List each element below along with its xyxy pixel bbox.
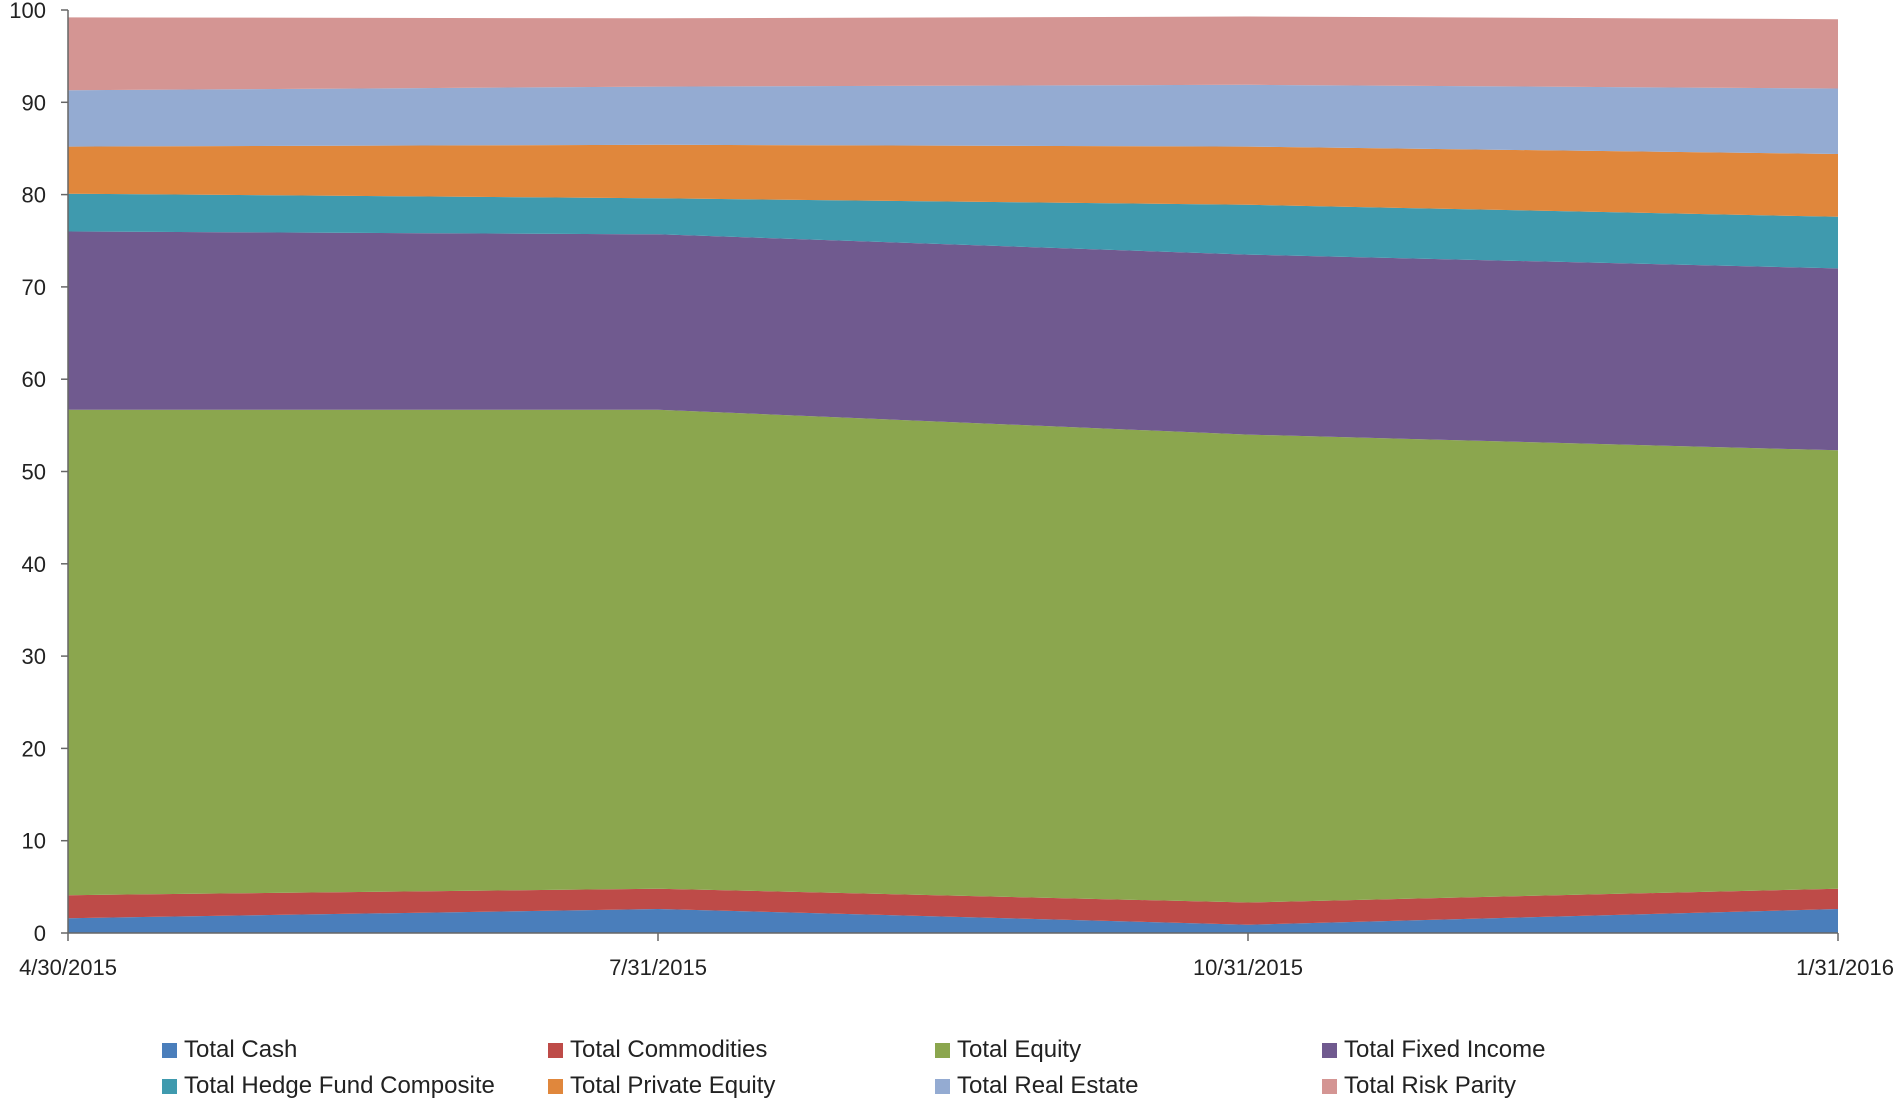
y-tick-label: 60	[22, 367, 46, 392]
legend-swatch	[935, 1043, 950, 1058]
legend-item-total-risk-parity: Total Risk Parity	[1322, 1072, 1516, 1099]
y-tick-label: 30	[22, 644, 46, 669]
y-axis-ticks: 0 10 20 30 40 50 60 70 80 90 100	[9, 0, 68, 946]
legend-item-total-fixed-income: Total Fixed Income	[1322, 1036, 1545, 1063]
area-total-commodities	[68, 888, 1838, 925]
y-tick-label: 80	[22, 183, 46, 208]
legend-label: Total Private Equity	[570, 1072, 775, 1099]
x-tick-label: 10/31/2015	[1193, 955, 1303, 980]
legend-item-total-commodities: Total Commodities	[548, 1036, 767, 1063]
y-tick-label: 70	[22, 275, 46, 300]
y-tick-label: 0	[34, 921, 46, 946]
legend-swatch	[1322, 1079, 1337, 1094]
area-total-equity	[68, 409, 1838, 903]
area-total-risk-parity	[68, 16, 1838, 91]
area-total-cash	[68, 909, 1838, 933]
area-total-fixed-income	[68, 231, 1838, 451]
y-tick-label: 90	[22, 90, 46, 115]
x-tick-label: 1/31/2016	[1796, 955, 1894, 980]
y-tick-label: 10	[22, 829, 46, 854]
x-tick-label: 4/30/2015	[19, 955, 117, 980]
x-axis-ticks: 4/30/2015 7/31/2015 10/31/2015 1/31/2016	[19, 933, 1894, 980]
legend-label: Total Cash	[184, 1036, 297, 1063]
x-tick-label: 7/31/2015	[609, 955, 707, 980]
area-total-real-estate	[68, 84, 1838, 154]
area-total-private-equity	[68, 144, 1838, 217]
area-total-hedge-fund-composite	[68, 193, 1838, 269]
legend-label: Total Commodities	[570, 1036, 767, 1063]
legend-swatch	[548, 1043, 563, 1058]
legend-swatch	[1322, 1043, 1337, 1058]
area-layers	[68, 16, 1838, 933]
legend-item-total-equity: Total Equity	[935, 1036, 1081, 1063]
legend-label: Total Hedge Fund Composite	[184, 1072, 495, 1099]
legend: Total Cash Total Commodities Total Equity T…	[162, 1036, 1545, 1099]
legend-swatch	[548, 1079, 563, 1094]
legend-label: Total Real Estate	[957, 1072, 1138, 1099]
y-tick-label: 100	[9, 0, 46, 23]
legend-label: Total Fixed Income	[1344, 1036, 1545, 1063]
legend-swatch	[162, 1079, 177, 1094]
legend-item-total-cash: Total Cash	[162, 1036, 297, 1063]
y-tick-label: 50	[22, 460, 46, 485]
legend-swatch	[935, 1079, 950, 1094]
legend-item-total-private-equity: Total Private Equity	[548, 1072, 775, 1099]
legend-label: Total Equity	[957, 1036, 1081, 1063]
axes: 0 10 20 30 40 50 60 70 80 90 100 4/30/2015 7/31/201…	[9, 0, 1894, 980]
legend-label: Total Risk Parity	[1344, 1072, 1516, 1099]
legend-item-total-real-estate: Total Real Estate	[935, 1072, 1138, 1099]
y-tick-label: 40	[22, 552, 46, 577]
legend-swatch	[162, 1043, 177, 1058]
y-tick-label: 20	[22, 736, 46, 761]
legend-item-total-hedge-fund-composite: Total Hedge Fund Composite	[162, 1072, 495, 1099]
